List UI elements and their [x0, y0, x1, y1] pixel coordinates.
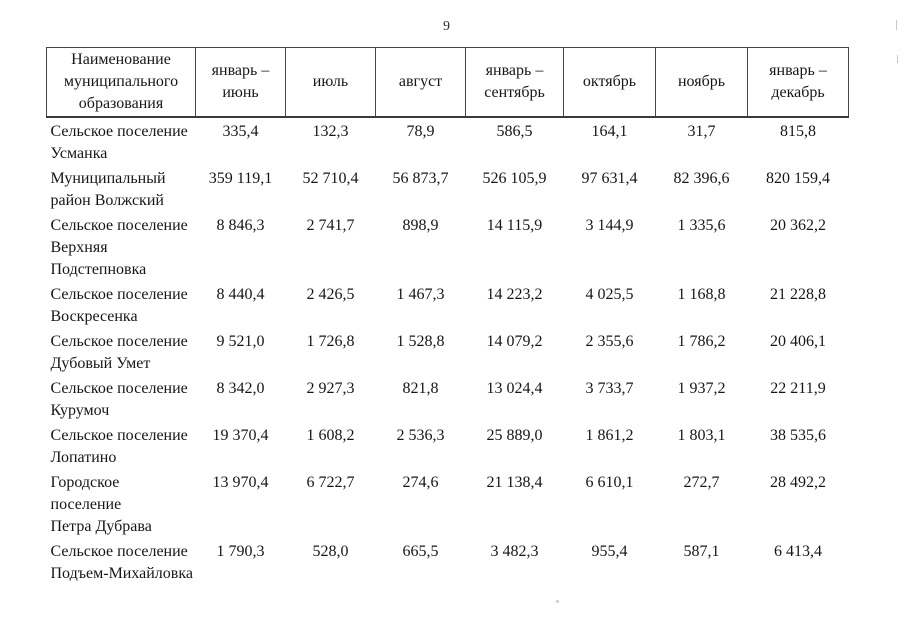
value-cell: 586,5: [496, 123, 533, 140]
value-cell: 13 024,4: [486, 380, 543, 397]
header-august: август: [375, 47, 466, 118]
scan-speck: [556, 600, 559, 603]
scan-speck: [896, 20, 897, 30]
value-cell: 14 079,2: [486, 333, 543, 350]
table-row: Сельское поселение Воскресенка 8 440,4 2 4…: [47, 284, 849, 331]
value-cell: 272,7: [683, 474, 720, 491]
value-cell: 38 535,6: [770, 427, 826, 444]
value-cell: 815,8: [780, 123, 816, 140]
value-cell: 22 211,9: [770, 380, 826, 397]
value-cell: 1 467,3: [396, 286, 445, 303]
table-row: Городское поселение Петра Дубрава 13 970,…: [47, 472, 849, 541]
value-cell: 2 426,5: [306, 286, 355, 303]
value-cell: 132,3: [312, 123, 349, 140]
value-cell: 14 115,9: [486, 217, 543, 234]
value-cell: 526 105,9: [482, 170, 547, 187]
value-cell: 2 536,3: [396, 427, 445, 444]
value-cell: 78,9: [406, 123, 435, 140]
value-cell: 359 119,1: [208, 170, 273, 187]
value-cell: 2 355,6: [585, 333, 634, 350]
municipality-name-cell: Муниципальный район Волжский: [50, 170, 166, 209]
municipality-name-cell: Сельское поселение Усманка: [50, 123, 188, 162]
value-cell: 898,9: [402, 217, 439, 234]
table-header: Наименование муниципального образования …: [46, 47, 849, 118]
value-cell: 6 413,4: [774, 543, 822, 560]
value-cell: 21 138,4: [486, 474, 543, 491]
value-cell: 3 733,7: [585, 380, 634, 397]
value-cell: 2 927,3: [306, 380, 355, 397]
value-cell: 1 790,3: [216, 543, 265, 560]
value-cell: 164,1: [591, 123, 628, 140]
value-cell: 25 889,0: [486, 427, 543, 444]
value-cell: 528,0: [312, 543, 349, 560]
header-january-december: январь – декабрь: [747, 47, 849, 118]
value-cell: 1 726,8: [306, 333, 355, 350]
header-november: ноябрь: [655, 47, 748, 118]
value-cell: 9 521,0: [216, 333, 265, 350]
value-cell: 28 492,2: [770, 474, 826, 491]
value-cell: 820 159,4: [766, 170, 830, 187]
value-cell: 97 631,4: [581, 170, 638, 187]
value-cell: 1 168,8: [677, 286, 726, 303]
value-cell: 1 803,1: [677, 427, 726, 444]
scan-speck: [897, 55, 898, 63]
value-cell: 82 396,6: [673, 170, 730, 187]
value-cell: 19 370,4: [212, 427, 269, 444]
value-cell: 4 025,5: [585, 286, 634, 303]
header-municipality-name: Наименование муниципального образования: [46, 47, 196, 118]
municipal-finance-table: Наименование муниципального образования …: [46, 47, 849, 588]
table-header-row: Наименование муниципального образования …: [46, 47, 849, 118]
municipality-name-cell: Сельское поселение Курумоч: [50, 380, 188, 419]
value-cell: 665,5: [402, 543, 439, 560]
value-cell: 8 440,4: [216, 286, 265, 303]
municipality-name-cell: Сельское поселение Верхняя Подстепновка: [50, 217, 188, 278]
value-cell: 20 362,2: [770, 217, 826, 234]
value-cell: 52 710,4: [302, 170, 359, 187]
value-cell: 1 861,2: [585, 427, 634, 444]
page-number: 9: [443, 19, 450, 34]
value-cell: 1 528,8: [396, 333, 445, 350]
value-cell: 821,8: [402, 380, 439, 397]
value-cell: 335,4: [222, 123, 259, 140]
value-cell: 1 335,6: [677, 217, 726, 234]
municipality-name-cell: Сельское поселение Воскресенка: [50, 286, 188, 325]
header-july: июль: [285, 47, 376, 118]
municipality-name-cell: Сельское поселение Дубовый Умет: [50, 333, 188, 372]
value-cell: 1 786,2: [677, 333, 726, 350]
value-cell: 8 342,0: [216, 380, 265, 397]
header-january-june: январь – июнь: [195, 47, 286, 118]
table-row: Сельское поселение Курумоч 8 342,0 2 927,3…: [47, 378, 849, 425]
table-row: Сельское поселение Лопатино 19 370,4 1 608…: [47, 425, 849, 472]
municipality-name-cell: Городское поселение Петра Дубрава: [50, 474, 152, 535]
municipality-name-cell: Сельское поселение Подъем-Михайловка: [50, 543, 193, 582]
header-october: октябрь: [563, 47, 656, 118]
header-january-september: январь – сентябрь: [465, 47, 564, 118]
value-cell: 13 970,4: [212, 474, 269, 491]
value-cell: 1 608,2: [306, 427, 355, 444]
value-cell: 955,4: [591, 543, 628, 560]
value-cell: 3 482,3: [490, 543, 539, 560]
table-row: Сельское поселение Верхняя Подстепновка 8…: [47, 215, 849, 284]
table-body: Сельское поселение Усманка 335,4 132,3 78,9…: [47, 117, 849, 588]
value-cell: 20 406,1: [770, 333, 826, 350]
table-row: Сельское поселение Подъем-Михайловка 1 79…: [47, 541, 849, 588]
value-cell: 21 228,8: [770, 286, 826, 303]
value-cell: 8 846,3: [216, 217, 265, 234]
table-row: Сельское поселение Дубовый Умет 9 521,0 1 …: [47, 331, 849, 378]
value-cell: 6 610,1: [585, 474, 634, 491]
table-row: Муниципальный район Волжский 359 119,1 52 …: [47, 168, 849, 215]
value-cell: 6 722,7: [306, 474, 355, 491]
value-cell: 3 144,9: [585, 217, 634, 234]
value-cell: 14 223,2: [486, 286, 543, 303]
value-cell: 31,7: [687, 123, 716, 140]
value-cell: 274,6: [402, 474, 439, 491]
municipality-name-cell: Сельское поселение Лопатино: [50, 427, 188, 466]
value-cell: 2 741,7: [306, 217, 355, 234]
value-cell: 1 937,2: [677, 380, 726, 397]
value-cell: 56 873,7: [392, 170, 449, 187]
value-cell: 587,1: [683, 543, 720, 560]
table-row: Сельское поселение Усманка 335,4 132,3 78,9…: [47, 117, 849, 168]
